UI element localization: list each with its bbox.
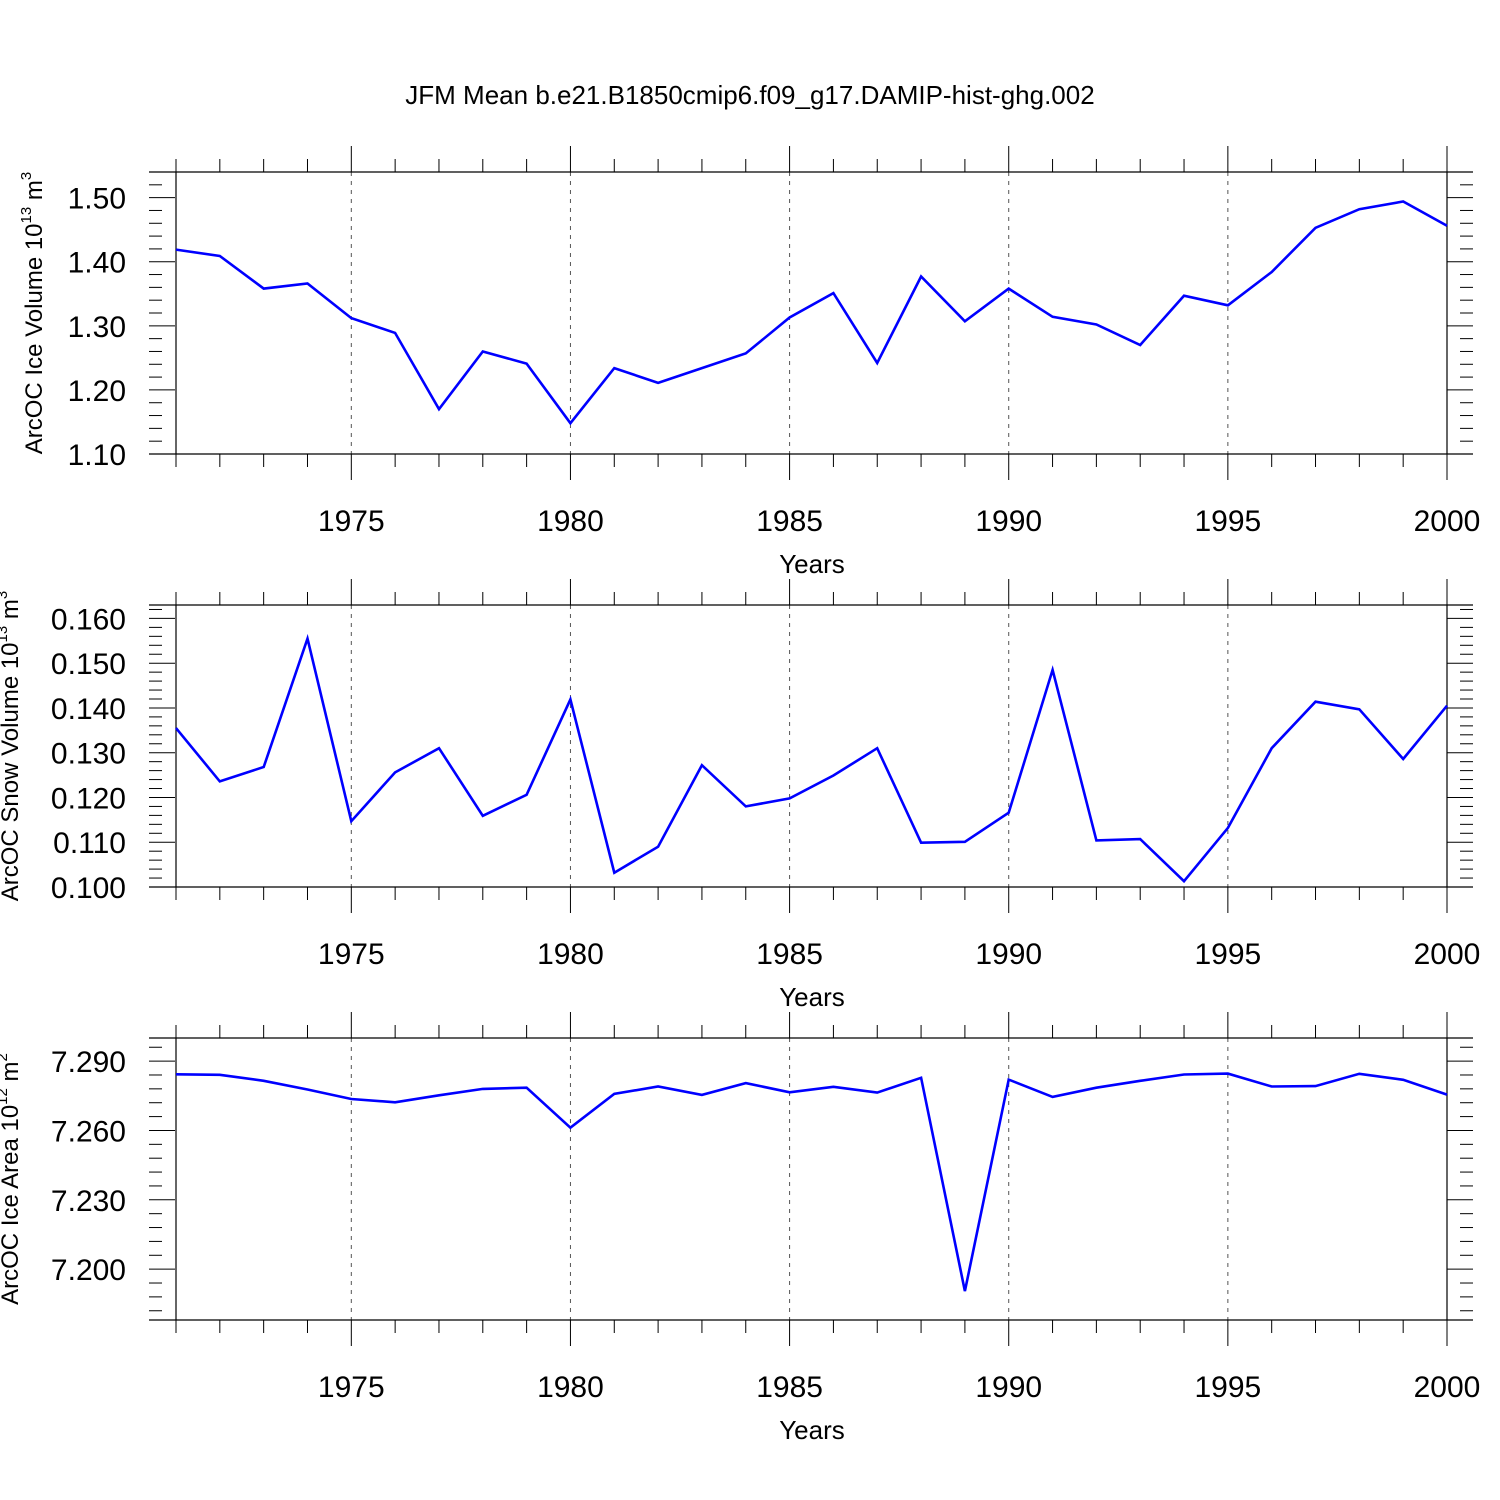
y-tick-label: 0.160: [51, 603, 126, 636]
y-label-unit: m: [0, 1061, 24, 1088]
y-label-text: ArcOC Ice Area 10: [0, 1105, 24, 1305]
x-tick-label: 2000: [1414, 938, 1481, 971]
x-tick-label: 1990: [975, 505, 1042, 538]
y-tick-label: 1.40: [68, 247, 126, 280]
x-tick-label: 1985: [756, 1371, 823, 1404]
y-label-exponent: 13: [0, 626, 11, 643]
y-label-unit-exponent: 3: [18, 172, 35, 180]
x-axis-label: Years: [779, 1415, 845, 1445]
y-tick-label: 7.230: [51, 1185, 126, 1218]
y-tick-label: 1.30: [68, 311, 126, 344]
y-tick-label: 7.200: [51, 1254, 126, 1287]
y-tick-label: 0.120: [51, 782, 126, 815]
chart-title: JFM Mean b.e21.B1850cmip6.f09_g17.DAMIP-…: [405, 80, 1094, 110]
y-label-exponent: 13: [18, 207, 35, 224]
y-tick-label: 0.140: [51, 693, 126, 726]
x-axis-label: Years: [779, 982, 845, 1012]
y-tick-label: 0.150: [51, 648, 126, 681]
y-label-exponent: 12: [0, 1088, 11, 1105]
series-line: [175, 200, 1448, 426]
x-tick-label: 2000: [1414, 1371, 1481, 1404]
x-axis-label: Years: [779, 549, 845, 579]
x-tick-label: 1975: [318, 938, 385, 971]
panel-1: 1.10 1.20 1.30 1.40 1.50 1975 1980 1985 1990 1995…: [18, 146, 1480, 579]
x-tick-label: 1980: [537, 1371, 604, 1404]
x-tick-label: 1995: [1194, 505, 1261, 538]
y-axis-label: ArcOC Ice Area 1012 m2: [0, 1053, 24, 1305]
panel-3: 7.200 7.230 7.260 7.290 1975 1980 1985 1990 1995…: [0, 1012, 1480, 1445]
series-line: [175, 1072, 1448, 1292]
x-tick-label: 1990: [975, 938, 1042, 971]
y-axis-label: ArcOC Ice Volume 1013 m3: [18, 172, 48, 454]
y-tick-label: 7.290: [51, 1046, 126, 1079]
y-tick-label: 1.10: [68, 439, 126, 472]
series-line: [174, 633, 1449, 884]
y-label-text: ArcOC Ice Volume 10: [21, 223, 48, 454]
y-label-unit: m: [0, 599, 24, 626]
y-axis-label: ArcOC Snow Volume 1013 m3: [0, 591, 24, 902]
x-tick-label: 2000: [1414, 505, 1481, 538]
y-label-unit-exponent: 3: [0, 591, 11, 599]
y-tick-label: 7.260: [51, 1115, 126, 1148]
y-tick-label: 1.50: [68, 183, 126, 216]
x-tick-label: 1990: [975, 1371, 1042, 1404]
x-tick-label: 1975: [318, 505, 385, 538]
x-tick-label: 1975: [318, 1371, 385, 1404]
x-tick-label: 1980: [537, 938, 604, 971]
x-tick-label: 1980: [537, 505, 604, 538]
y-label-unit: m: [21, 180, 48, 207]
y-tick-label: 0.100: [51, 872, 126, 905]
y-tick-label: 0.110: [53, 827, 126, 860]
chart-panels: 1.10 1.20 1.30 1.40 1.50 1975 1980 1985 1990 1995…: [0, 146, 1480, 1445]
y-tick-label: 1.20: [68, 375, 126, 408]
x-tick-label: 1985: [756, 938, 823, 971]
x-tick-label: 1985: [756, 505, 823, 538]
panel-2: 0.100 0.110 0.120 0.130 0.140 0.150 0.160 1975 1…: [0, 579, 1480, 1012]
y-tick-label: 0.130: [51, 738, 126, 771]
y-label-text: ArcOC Snow Volume 10: [0, 642, 24, 901]
x-tick-label: 1995: [1194, 938, 1261, 971]
y-label-unit-exponent: 2: [0, 1053, 11, 1061]
x-tick-label: 1995: [1194, 1371, 1261, 1404]
